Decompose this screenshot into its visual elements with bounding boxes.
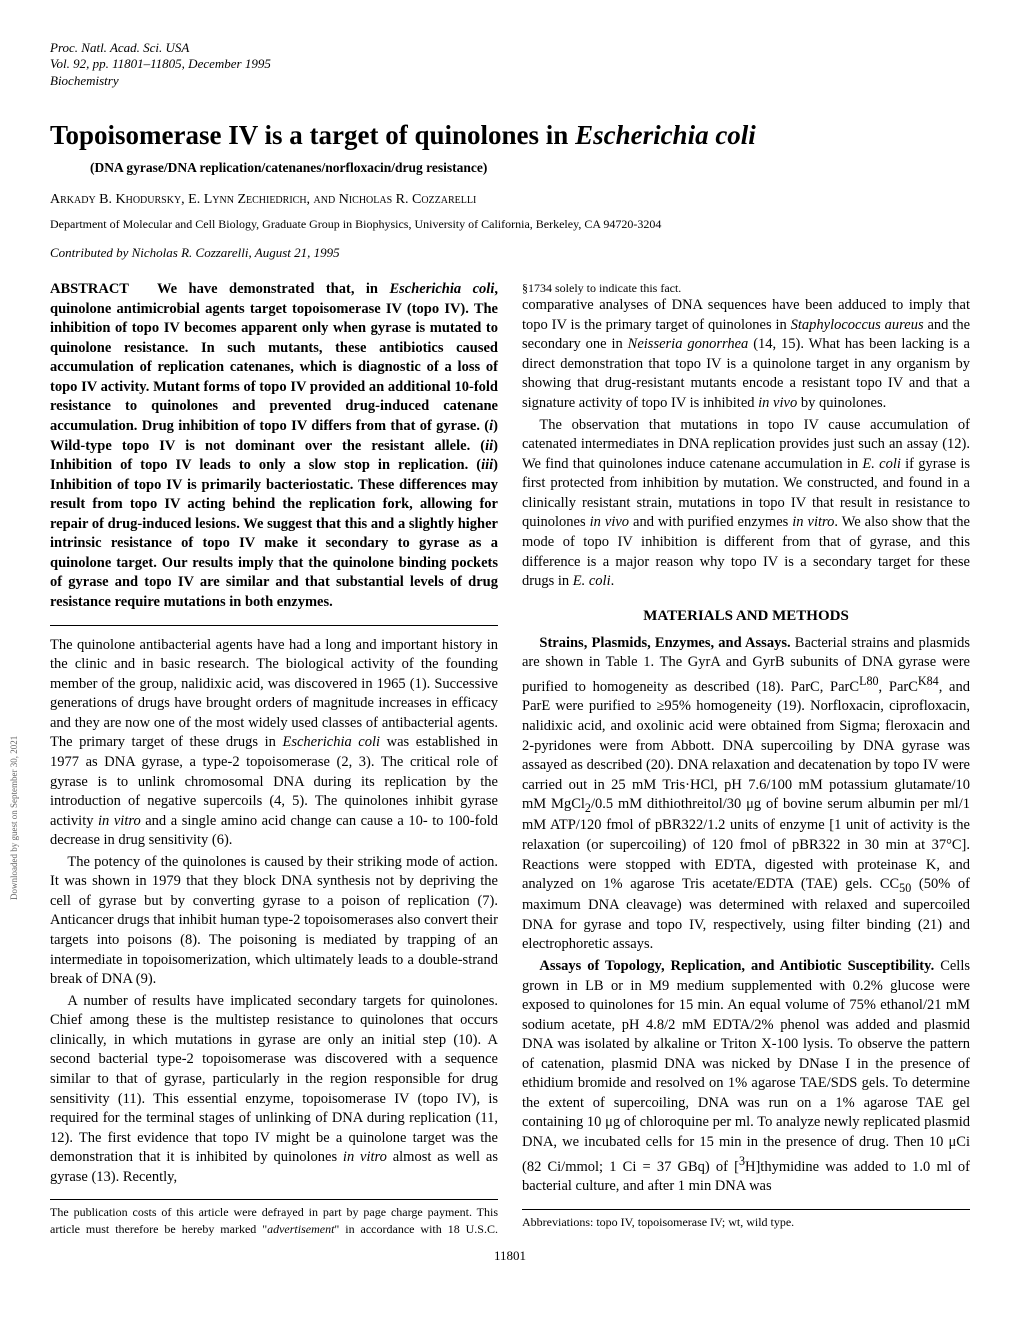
abstract-label: ABSTRACT <box>50 280 129 300</box>
page-number: 11801 <box>50 1247 970 1265</box>
volume-info: Vol. 92, pp. 11801–11805, December 1995 <box>50 56 970 72</box>
two-column-body: ABSTRACTWe have demonstrated that, in Es… <box>50 280 970 1237</box>
journal-header: Proc. Natl. Acad. Sci. USA Vol. 92, pp. … <box>50 40 970 89</box>
article-title: Topoisomerase IV is a target of quinolon… <box>50 117 970 153</box>
contributed-line: Contributed by Nicholas R. Cozzarelli, A… <box>50 244 970 262</box>
title-latin: Escherichia coli <box>575 120 756 150</box>
materials-p2: Assays of Topology, Replication, and Ant… <box>522 957 970 1197</box>
abstract: ABSTRACTWe have demonstrated that, in Es… <box>50 280 498 613</box>
section-name: Biochemistry <box>50 73 970 89</box>
materials-p1: Strains, Plasmids, Enzymes, and Assays. … <box>522 634 970 955</box>
subtitle-keywords: (DNA gyrase/DNA replication/catenanes/no… <box>90 159 970 177</box>
title-text: Topoisomerase IV is a target of quinolon… <box>50 120 575 150</box>
body-p5: The observation that mutations in topo I… <box>522 416 970 592</box>
materials-heading: MATERIALS AND METHODS <box>522 606 970 626</box>
affiliation: Department of Molecular and Cell Biology… <box>50 216 970 232</box>
abstract-divider <box>50 625 498 626</box>
abstract-text: We have demonstrated that, in Escherichi… <box>50 281 498 610</box>
body-p4: comparative analyses of DNA sequences ha… <box>522 296 970 413</box>
body-p1: The quinolone antibacterial agents have … <box>50 636 498 851</box>
download-sidetext: Downloaded by guest on September 30, 202… <box>8 736 20 900</box>
journal-name: Proc. Natl. Acad. Sci. USA <box>50 40 970 56</box>
body-p3: A number of results have implicated seco… <box>50 992 498 1188</box>
body-p2: The potency of the quinolones is caused … <box>50 853 498 990</box>
authors: Arkady B. Khodursky, E. Lynn Zechiedrich… <box>50 191 970 210</box>
footnote-right: Abbreviations: topo IV, topoisomerase IV… <box>522 1209 970 1230</box>
